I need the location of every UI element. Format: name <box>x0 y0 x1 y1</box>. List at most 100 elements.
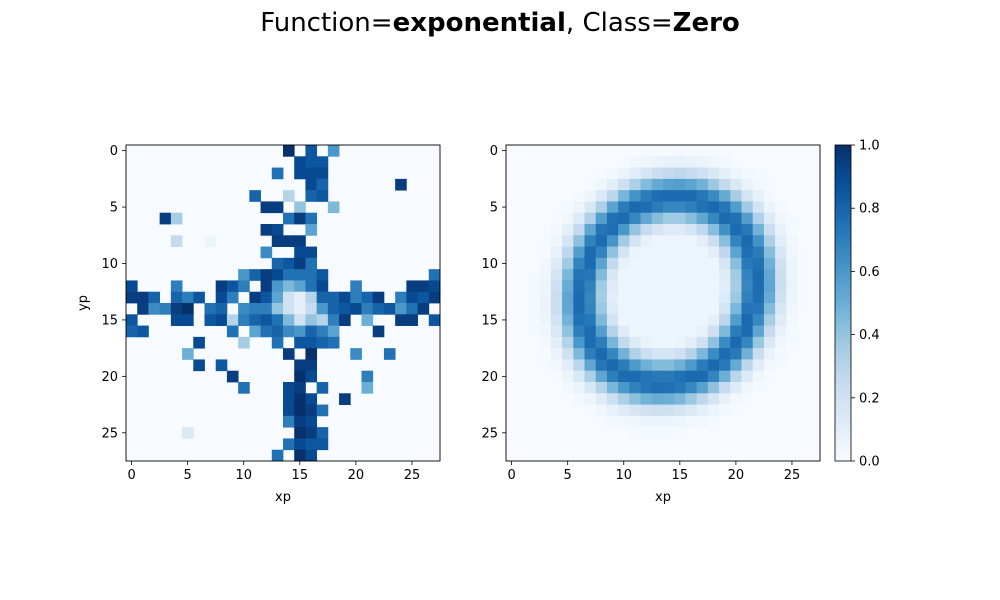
left-heatmap-cell <box>428 269 441 281</box>
right-heatmap-cell <box>730 370 742 383</box>
right-heatmap-cell <box>618 393 630 405</box>
right-heatmap-cell <box>573 393 585 405</box>
right-x-tick-label: 0 <box>507 468 515 483</box>
right-heatmap-cell <box>651 201 664 214</box>
right-heatmap-cell <box>741 314 754 326</box>
right-heatmap-cell <box>696 167 709 180</box>
left-heatmap-cell <box>305 246 318 259</box>
right-heatmap-cell <box>629 303 641 315</box>
left-heatmap-cell <box>339 291 351 304</box>
right-heatmap-cell <box>674 280 686 293</box>
right-heatmap-cell <box>640 280 653 293</box>
left-heatmap-cell <box>283 382 295 394</box>
left-heatmap-cell <box>260 325 273 338</box>
left-heatmap-cell <box>283 415 295 428</box>
left-heatmap-cell <box>193 359 205 372</box>
right-heatmap-cell <box>595 190 608 202</box>
right-heatmap-cell <box>640 167 653 180</box>
right-heatmap-cell <box>640 246 653 259</box>
right-heatmap-cell <box>775 235 787 247</box>
right-heatmap-cell <box>640 382 653 394</box>
right-heatmap-cell <box>618 212 630 225</box>
right-heatmap-cell <box>763 235 776 247</box>
right-heatmap-cell <box>797 280 810 293</box>
right-heatmap-cell <box>606 393 619 405</box>
left-heatmap-cell <box>294 325 306 338</box>
right-heatmap-cell <box>651 224 664 236</box>
right-axes-frame <box>505 144 821 462</box>
right-heatmap-cell <box>550 224 563 236</box>
left-heatmap-cell <box>316 280 329 293</box>
left-heatmap-cell <box>294 336 306 349</box>
right-heatmap-cell <box>606 291 619 304</box>
right-heatmap-cell <box>674 269 686 281</box>
right-heatmap-cell <box>651 280 664 293</box>
right-heatmap-cell <box>730 167 742 180</box>
right-heatmap-cell <box>640 427 653 439</box>
right-heatmap-cell <box>539 336 552 349</box>
left-heatmap-cell <box>226 280 239 293</box>
left-heatmap-cell <box>271 280 284 293</box>
left-heatmap-cell <box>238 382 250 394</box>
right-heatmap-cell <box>741 178 754 191</box>
left-heatmap-cell <box>170 212 183 225</box>
left-heatmap-cell <box>238 303 250 315</box>
right-heatmap-cell <box>618 348 630 360</box>
left-heatmap-cell <box>305 370 318 383</box>
right-heatmap-cell <box>539 269 552 281</box>
right-heatmap-cell <box>595 348 608 360</box>
right-heatmap-cell <box>674 415 686 428</box>
right-heatmap-cell <box>741 246 754 259</box>
right-heatmap-cell <box>640 257 653 270</box>
right-heatmap-cell <box>629 224 641 236</box>
left-heatmap-cell <box>271 303 284 315</box>
left-heatmap-cell <box>271 269 284 281</box>
right-heatmap-cell <box>786 212 798 225</box>
right-heatmap-cell <box>573 336 585 349</box>
right-heatmap-cell <box>707 167 720 180</box>
right-heatmap-cell <box>663 382 675 394</box>
right-heatmap-cell <box>629 325 641 338</box>
right-heatmap-cell <box>640 156 653 168</box>
right-heatmap-cell <box>618 224 630 236</box>
left-heatmap-cell <box>238 269 250 281</box>
right-heatmap-cell <box>651 246 664 259</box>
left-heatmap-cell <box>294 438 306 451</box>
left-heatmap-cell <box>316 269 329 281</box>
right-heatmap-cell <box>595 235 608 247</box>
left-heatmap-cell <box>294 393 306 405</box>
left-heatmap-cell <box>260 291 273 304</box>
left-heatmap-cell <box>204 314 217 326</box>
right-heatmap-cell <box>719 291 731 304</box>
right-heatmap-cell <box>752 269 765 281</box>
right-heatmap-cell <box>550 291 563 304</box>
right-heatmap-cell <box>618 156 630 168</box>
left-heatmap-cell <box>226 325 239 338</box>
right-heatmap-cell <box>595 269 608 281</box>
right-heatmap-cell <box>651 359 664 372</box>
right-heatmap-cell <box>674 359 686 372</box>
right-heatmap-cell <box>629 348 641 360</box>
left-x-tick-label: 25 <box>404 468 421 483</box>
left-heatmap-cell <box>395 178 407 191</box>
right-heatmap-cell <box>663 348 675 360</box>
right-heatmap-cell <box>663 235 675 247</box>
right-heatmap-cell <box>786 246 798 259</box>
right-heatmap-cell <box>663 404 675 417</box>
right-heatmap-cell <box>651 382 664 394</box>
right-heatmap-cell <box>618 167 630 180</box>
right-heatmap-cell <box>651 257 664 270</box>
left-heatmap-cell <box>339 303 351 315</box>
right-heatmap-cell <box>786 314 798 326</box>
left-heatmap-cell <box>271 224 284 236</box>
right-heatmap-cell <box>696 235 709 247</box>
right-heatmap-cell <box>730 235 742 247</box>
right-heatmap-cell <box>685 370 698 383</box>
right-heatmap-cell <box>707 212 720 225</box>
right-heatmap-cell <box>741 348 754 360</box>
left-heatmap-cell <box>271 314 284 326</box>
right-heatmap-cell <box>629 404 641 417</box>
left-heatmap-cell <box>294 382 306 394</box>
right-heatmap-cell <box>696 325 709 338</box>
left-heatmap-cell <box>305 449 318 462</box>
